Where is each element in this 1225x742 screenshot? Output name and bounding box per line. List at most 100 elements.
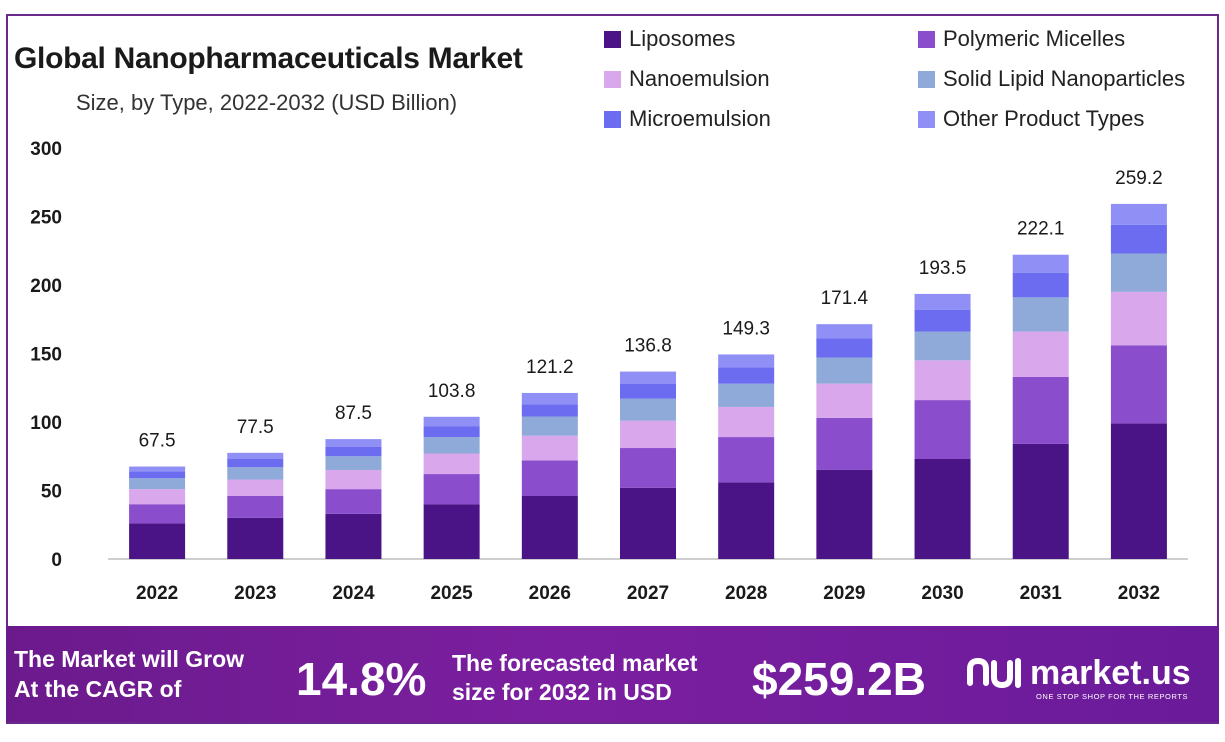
bar-segment-polymeric-micelles xyxy=(816,417,873,470)
bar-segment-polymeric-micelles xyxy=(1012,376,1069,444)
bar-segment-nanoemulsion xyxy=(1012,331,1069,377)
bar-chart: 0 50 100 150 200 250 300 67.5 2022 77.5 2023 87.5 20… xyxy=(30,139,1188,604)
x-tick-label: 2022 xyxy=(136,583,178,604)
x-tick-label: 2025 xyxy=(430,583,473,604)
x-tick-label: 2030 xyxy=(921,583,963,604)
bar-segment-solid-lipid-nanoparticles xyxy=(423,437,480,454)
footer-banner: The Market will Grow At the CAGR of 14.8… xyxy=(6,626,1219,722)
bar-segment-other-product-types xyxy=(521,392,578,405)
chart-title: Global Nanopharmaceuticals Market xyxy=(14,42,523,75)
legend-label: Other Product Types xyxy=(943,106,1145,131)
bar-total-label: 87.5 xyxy=(335,403,372,424)
bar-segment-other-product-types xyxy=(1012,254,1069,273)
bar-total-label: 222.1 xyxy=(1017,219,1065,240)
bar-segment-solid-lipid-nanoparticles xyxy=(325,456,382,470)
bar-segment-microemulsion xyxy=(718,367,775,384)
forecast-caption-line2: size for 2032 in USD xyxy=(452,679,672,705)
bar-segment-polymeric-micelles xyxy=(423,474,480,505)
legend-label: Solid Lipid Nanoparticles xyxy=(943,66,1186,91)
legend-swatch xyxy=(604,30,621,48)
bar-segment-microemulsion xyxy=(620,383,676,399)
bar-segment-liposomes xyxy=(1110,423,1167,559)
legend-swatch xyxy=(918,70,935,88)
bar-segment-polymeric-micelles xyxy=(620,448,676,488)
bar-segment-microemulsion xyxy=(521,404,578,417)
x-tick-label: 2024 xyxy=(332,583,375,604)
legend-item-polymeric-micelles: Polymeric Micelles xyxy=(918,26,1125,52)
y-tick-label: 0 xyxy=(51,550,62,571)
bar-segment-polymeric-micelles xyxy=(914,400,971,459)
legend-item-solid-lipid-nanoparticles: Solid Lipid Nanoparticles xyxy=(918,66,1185,92)
legend-label: Nanoemulsion xyxy=(629,66,770,91)
bar-segment-liposomes xyxy=(718,482,775,559)
bar-segment-liposomes xyxy=(1012,443,1069,559)
bar-segment-other-product-types xyxy=(816,324,873,339)
bar-segment-liposomes xyxy=(423,504,480,559)
bar-segment-solid-lipid-nanoparticles xyxy=(718,383,775,407)
bar-segment-microemulsion xyxy=(1110,224,1167,254)
bar-segment-polymeric-micelles xyxy=(129,504,186,524)
x-tick-label: 2027 xyxy=(627,583,669,604)
bar-total-label: 171.4 xyxy=(821,288,869,309)
bar-segment-microemulsion xyxy=(129,471,186,479)
legend: Liposomes Polymeric Micelles Nanoemulsio… xyxy=(600,26,1220,136)
bar-segment-solid-lipid-nanoparticles xyxy=(1012,297,1069,332)
bar-segment-other-product-types xyxy=(129,466,186,472)
bar-segment-nanoemulsion xyxy=(620,420,676,449)
bar-segment-solid-lipid-nanoparticles xyxy=(620,398,676,421)
y-tick-label: 200 xyxy=(30,276,62,297)
bar-segment-microemulsion xyxy=(1012,272,1069,298)
bar-segment-nanoemulsion xyxy=(227,479,284,496)
brand-logo[interactable]: market.us ONE STOP SHOP FOR THE REPORTS xyxy=(966,648,1191,701)
cagr-value: 14.8% xyxy=(296,653,427,705)
bar-segment-polymeric-micelles xyxy=(227,495,284,518)
y-tick-label: 250 xyxy=(30,208,62,229)
bar-segment-polymeric-micelles xyxy=(718,437,775,483)
x-tick-label: 2031 xyxy=(1020,583,1063,604)
bar-segment-liposomes xyxy=(227,517,284,559)
cagr-caption-line1: The Market will Grow xyxy=(14,646,245,672)
bar-segment-polymeric-micelles xyxy=(325,489,382,514)
bar-segment-other-product-types xyxy=(914,293,971,310)
forecast-value: $259.2B xyxy=(752,653,926,705)
legend-label: Microemulsion xyxy=(629,106,771,131)
legend-item-microemulsion: Microemulsion xyxy=(604,106,771,132)
brand-tagline: ONE STOP SHOP FOR THE REPORTS xyxy=(1036,692,1189,701)
x-tick-label: 2023 xyxy=(234,583,276,604)
legend-item-other-product-types: Other Product Types xyxy=(918,106,1144,132)
bar-segment-nanoemulsion xyxy=(521,435,578,461)
market-us-logo-icon xyxy=(967,657,1021,689)
bar-total-label: 259.2 xyxy=(1115,168,1163,189)
legend-swatch xyxy=(918,110,935,128)
legend-label: Liposomes xyxy=(629,26,736,51)
bar-segment-other-product-types xyxy=(325,439,382,447)
bar-segment-liposomes xyxy=(620,487,676,559)
y-tick-label: 50 xyxy=(41,482,62,503)
x-tick-label: 2026 xyxy=(529,583,571,604)
bar-segment-other-product-types xyxy=(1110,203,1167,225)
y-tick-label: 150 xyxy=(30,345,62,366)
bar-total-label: 149.3 xyxy=(722,318,770,339)
bar-total-label: 67.5 xyxy=(139,431,176,452)
bar-segment-liposomes xyxy=(325,513,382,559)
bar-segment-solid-lipid-nanoparticles xyxy=(227,467,284,480)
x-tick-label: 2029 xyxy=(823,583,865,604)
x-tick-label: 2028 xyxy=(725,583,767,604)
legend-item-liposomes: Liposomes xyxy=(604,26,735,52)
bar-segment-solid-lipid-nanoparticles xyxy=(129,478,186,490)
bar-segment-solid-lipid-nanoparticles xyxy=(914,331,971,361)
forecast-caption-line1: The forecasted market xyxy=(452,650,698,676)
bar-segment-microemulsion xyxy=(816,338,873,358)
bar-segment-polymeric-micelles xyxy=(521,460,578,496)
legend-item-nanoemulsion: Nanoemulsion xyxy=(604,66,770,92)
bar-segment-other-product-types xyxy=(620,371,676,384)
bar-segment-liposomes xyxy=(914,458,971,559)
bar-segment-nanoemulsion xyxy=(1110,291,1167,346)
bar-segment-liposomes xyxy=(816,469,873,559)
bar-total-label: 77.5 xyxy=(237,417,274,438)
bar-segment-nanoemulsion xyxy=(129,489,186,505)
bar-segment-nanoemulsion xyxy=(325,469,382,490)
bar-segment-solid-lipid-nanoparticles xyxy=(521,416,578,436)
bar-segment-liposomes xyxy=(129,523,186,559)
bar-segment-liposomes xyxy=(521,495,578,559)
